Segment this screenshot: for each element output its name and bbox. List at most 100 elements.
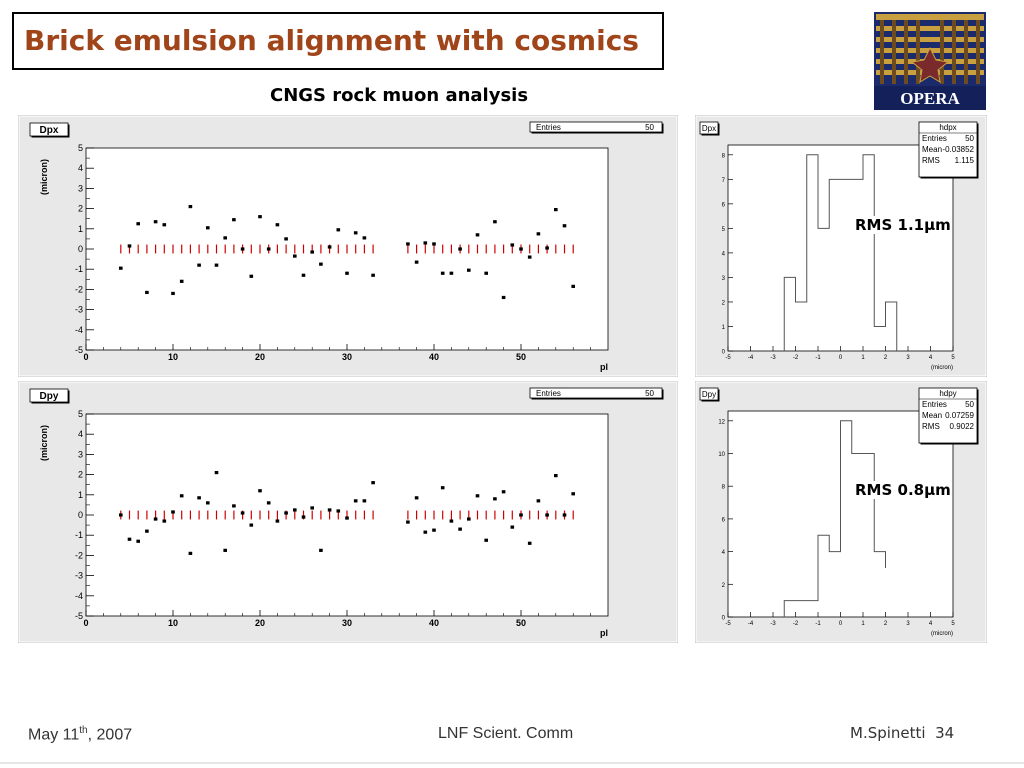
data-point: [493, 497, 497, 501]
data-point: [249, 523, 254, 527]
x-tick-label: -1: [815, 621, 821, 627]
histogram-title: Dpx: [702, 124, 716, 133]
histogram-bin: [852, 179, 863, 351]
data-point: [197, 496, 201, 500]
stats-key: Entries: [922, 134, 947, 143]
histogram-bin: [886, 302, 897, 351]
logo-text: OPERA: [900, 89, 960, 108]
data-point: [406, 520, 410, 524]
x-tick-label: 5: [951, 621, 955, 627]
y-tick-label: 5: [722, 227, 726, 233]
histogram-bin: [874, 552, 885, 617]
data-point: [545, 246, 549, 250]
x-tick-label: 2: [884, 621, 888, 627]
data-point: [223, 236, 227, 240]
y-tick-label: -3: [75, 571, 83, 581]
data-point: [206, 501, 210, 505]
data-point: [554, 208, 558, 212]
y-tick-label: 4: [722, 251, 726, 257]
panel-bevel: [695, 381, 987, 643]
data-point: [493, 220, 497, 224]
data-point: [232, 504, 236, 508]
stats-value: 1.115: [955, 156, 975, 165]
x-tick-label: 20: [255, 352, 265, 362]
data-point: [310, 506, 314, 510]
x-tick-label: 20: [255, 618, 265, 628]
stats-box: [918, 121, 978, 178]
stats-value: 50: [965, 400, 974, 409]
y-tick-label: 1: [78, 224, 83, 234]
data-point: [484, 271, 488, 275]
data-point: [284, 511, 288, 515]
x-tick-label: 5: [951, 355, 955, 361]
histogram-bin: [796, 302, 807, 351]
data-point: [345, 516, 349, 520]
data-point: [467, 268, 471, 272]
histogram-outline: [783, 154, 898, 351]
x-tick-label: 3: [906, 355, 910, 361]
entries-value: 50: [645, 123, 654, 132]
histogram-bin: [818, 228, 829, 351]
x-tick-label: 0: [839, 355, 843, 361]
data-point: [171, 510, 175, 514]
data-point: [449, 519, 454, 523]
histogram-bin: [784, 277, 795, 351]
data-point: [127, 537, 132, 541]
histogram-bin: [874, 326, 885, 351]
y-tick-label: 7: [722, 178, 726, 184]
data-point: [153, 220, 158, 224]
data-point: [145, 529, 149, 533]
x-tick-label: 10: [168, 618, 178, 628]
y-axis-label: (micron): [39, 159, 49, 195]
x-tick-label: 30: [342, 618, 352, 628]
data-point: [179, 279, 184, 283]
y-tick-label: -2: [75, 550, 83, 560]
data-point: [475, 233, 480, 237]
footer-author: M.Spinetti 34: [850, 724, 954, 742]
y-axis-label: (micron): [39, 425, 49, 461]
data-point: [119, 513, 123, 517]
histogram-title: Dpy: [702, 390, 716, 399]
footer-center: LNF Scient. Comm: [438, 725, 574, 742]
x-tick-label: 2: [884, 355, 888, 361]
x-tick-label: 50: [516, 618, 526, 628]
stats-box: [918, 387, 978, 444]
x-tick-label: 0: [839, 621, 843, 627]
x-tick-label: 10: [168, 352, 178, 362]
x-axis-label: (micron): [931, 365, 953, 371]
data-point: [345, 271, 349, 275]
histogram-bin: [841, 421, 852, 617]
y-tick-label: -1: [75, 264, 83, 274]
y-tick-label: 4: [78, 429, 83, 439]
x-tick-label: -4: [748, 621, 754, 627]
data-point: [536, 499, 541, 503]
data-point: [423, 530, 428, 534]
y-tick-label: 3: [78, 449, 83, 459]
y-tick-label: -5: [75, 345, 83, 355]
histogram-title-box: [699, 121, 719, 135]
data-point: [240, 511, 245, 515]
data-point: [362, 499, 367, 503]
entries-value: 50: [645, 389, 654, 398]
footer-author-name: M.Spinetti: [850, 724, 926, 742]
data-point: [275, 519, 280, 523]
y-tick-label: -2: [75, 284, 83, 294]
data-point: [319, 548, 323, 552]
data-point: [519, 513, 523, 517]
data-point: [136, 539, 140, 543]
data-point: [145, 290, 149, 295]
histogram-bin: [807, 601, 818, 617]
x-tick-label: 3: [906, 621, 910, 627]
histogram-bin: [829, 552, 840, 617]
y-tick-label: 10: [718, 452, 725, 458]
entries-label: Entries: [536, 123, 561, 132]
y-tick-label: 0: [722, 616, 726, 622]
data-point: [467, 517, 471, 521]
panel-bevel: [695, 115, 987, 377]
histogram-bin: [796, 601, 807, 617]
x-tick-label: 40: [429, 352, 439, 362]
data-point: [319, 262, 323, 266]
stats-name: hdpx: [939, 123, 956, 132]
data-point: [136, 222, 140, 226]
